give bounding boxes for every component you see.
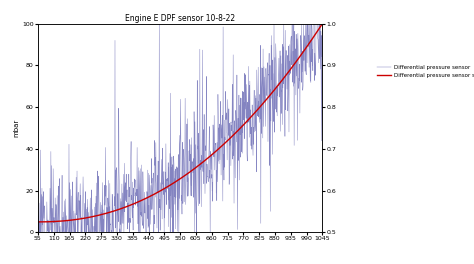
Differential pressure sensor xyxy=(183,170,189,173)
Differential pressure sensor xyxy=(275,82,281,85)
Differential pressure sensor xyxy=(35,209,41,212)
Differential pressure sensor signal xyxy=(274,84,280,88)
Differential pressure sensor signal xyxy=(35,220,41,223)
Differential pressure sensor xyxy=(250,130,255,133)
Differential pressure sensor signal xyxy=(113,209,119,212)
Differential pressure sensor xyxy=(156,22,162,25)
Line: Differential pressure sensor signal: Differential pressure sensor signal xyxy=(38,24,322,222)
Y-axis label: mbar: mbar xyxy=(13,119,19,137)
Differential pressure sensor signal xyxy=(183,173,189,177)
Title: Engine E DPF sensor 10-8-22: Engine E DPF sensor 10-8-22 xyxy=(125,14,235,23)
Differential pressure sensor xyxy=(47,212,53,215)
Differential pressure sensor xyxy=(269,97,274,100)
Differential pressure sensor xyxy=(114,204,119,208)
Line: Differential pressure sensor: Differential pressure sensor xyxy=(38,24,322,232)
Differential pressure sensor signal xyxy=(47,220,53,223)
Differential pressure sensor signal xyxy=(249,114,255,117)
Differential pressure sensor xyxy=(36,231,41,234)
Differential pressure sensor xyxy=(319,22,325,25)
Differential pressure sensor signal xyxy=(268,93,273,96)
Legend: Differential pressure sensor, Differential pressure sensor signal: Differential pressure sensor, Differenti… xyxy=(376,64,474,79)
Differential pressure sensor signal xyxy=(319,22,325,25)
